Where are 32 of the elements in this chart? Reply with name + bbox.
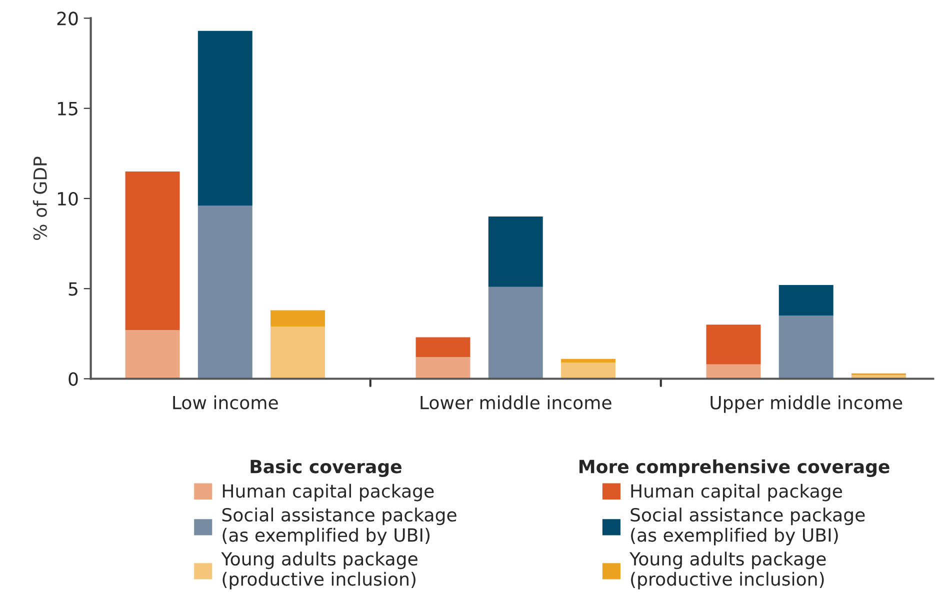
y-tick-label: 15 [58, 102, 78, 116]
bar [125, 330, 180, 379]
legend-label: Young adults package (productive inclusion) [629, 552, 826, 590]
bar [270, 326, 325, 379]
bar [778, 316, 834, 379]
x-tick-label: Low income [173, 395, 278, 410]
legend-label: Human capital package [222, 484, 434, 502]
text: More comprehensive coverage [580, 459, 890, 477]
bar [561, 362, 616, 379]
bar [198, 206, 252, 379]
y-tick-label: 20 [57, 12, 78, 26]
bar [125, 171, 180, 330]
legend-label: Social assistance package (as exemplified by UBI) [222, 508, 456, 546]
text: Basic coverage [250, 459, 402, 477]
y-tick-label: 5 [68, 282, 78, 296]
x-tick-label: Upper middle income [710, 395, 902, 413]
bar [488, 216, 543, 287]
legend-label: Young adults package (productive inclusion) [221, 552, 418, 590]
legend-label: Social assistance package (as exemplified by UBI) [630, 508, 865, 546]
bar [198, 30, 252, 206]
bar [488, 286, 543, 379]
legend-label: Human capital package [631, 484, 842, 502]
bar [416, 337, 470, 358]
x-tick-label: Lower middle income [420, 395, 612, 410]
bar [778, 285, 834, 316]
bar [561, 358, 616, 363]
bar [270, 310, 325, 326]
y-tick-label: 0 [68, 372, 78, 386]
bar [416, 357, 470, 379]
bar [706, 324, 761, 364]
y-tick-label: 10 [58, 192, 78, 206]
y-axis-title: % of GDP [32, 156, 47, 240]
